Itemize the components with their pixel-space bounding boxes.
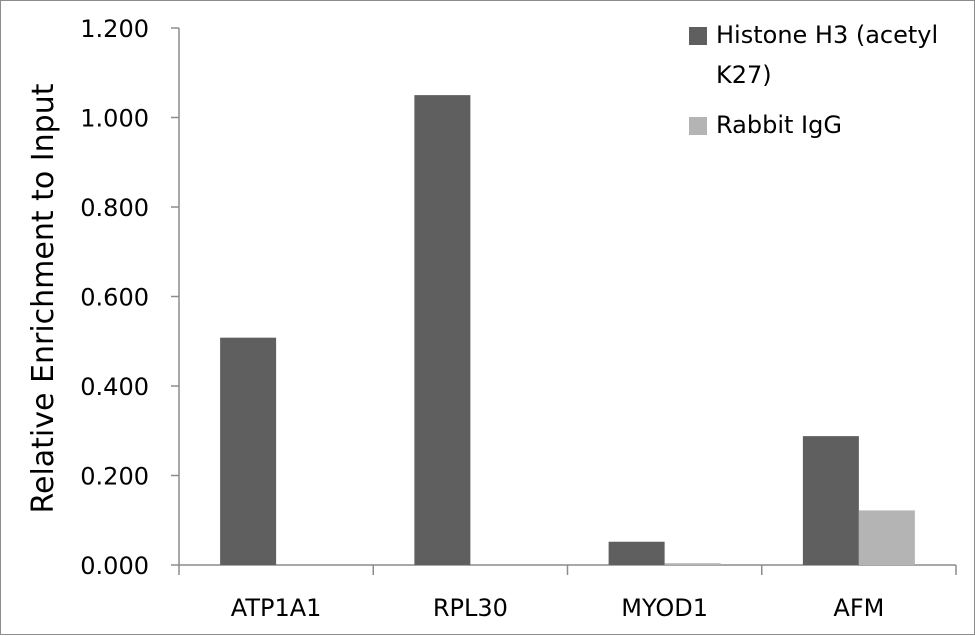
bar-myod1-series-2: [664, 563, 721, 565]
legend-swatch-series-2: [689, 117, 707, 135]
x-category-label: AFM: [833, 594, 884, 622]
x-category-label: ATP1A1: [231, 594, 322, 622]
legend-label: Rabbit IgG: [716, 111, 842, 139]
bar-myod1-series-1: [608, 541, 665, 565]
x-category-label: RPL30: [433, 594, 508, 622]
y-tick-label: 1.200: [80, 15, 149, 43]
bar-afm-series-1: [802, 436, 859, 565]
y-tick-label: 0.000: [80, 552, 149, 580]
bar-afm-series-2: [858, 510, 915, 565]
legend-swatch-series-1: [689, 27, 707, 45]
y-axis-title: Relative Enrichment to Input: [26, 83, 61, 513]
y-tick-label: 0.800: [80, 194, 149, 222]
bar-atp1a1-series-1: [220, 337, 277, 565]
x-category-label: MYOD1: [621, 594, 708, 622]
y-tick-label: 0.400: [80, 373, 149, 401]
y-tick-label: 1.000: [80, 105, 149, 133]
y-tick-label: 0.200: [80, 463, 149, 491]
legend-label: Histone H3 (acetyl: [716, 21, 938, 49]
bar-rpl30-series-1: [414, 95, 471, 565]
legend-label: K27): [716, 61, 772, 89]
y-tick-label: 0.600: [80, 284, 149, 312]
